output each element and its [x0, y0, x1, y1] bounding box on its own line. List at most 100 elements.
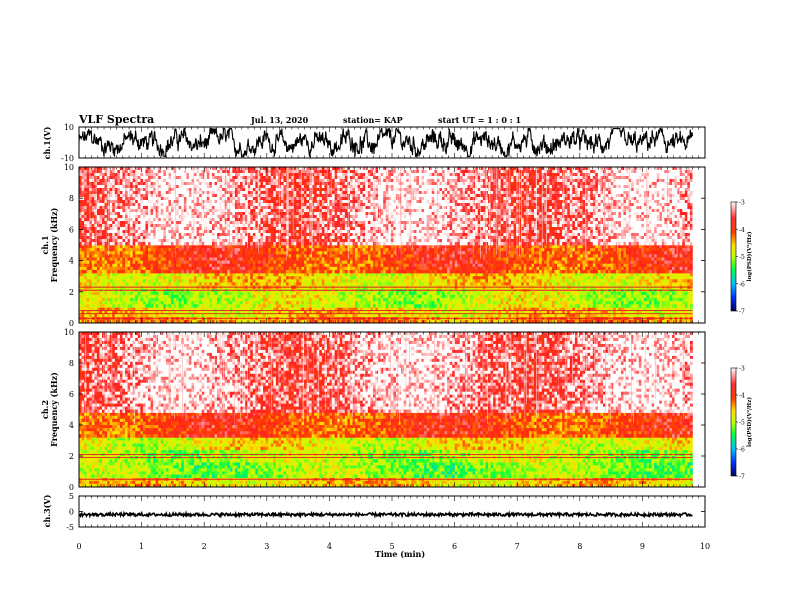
ch1-spectrogram-cell: [491, 254, 494, 257]
ch1-spectrogram-cell: [552, 245, 555, 248]
ch1-spectrogram-cell: [475, 298, 478, 301]
ch1-spectrogram-cell: [401, 295, 404, 298]
ch1-spectrogram-cell: [521, 279, 524, 282]
ch1-spectrogram-cell: [102, 301, 105, 304]
ch1-spectrogram-cell: [117, 245, 120, 248]
ch1-spectrogram-cell: [485, 248, 488, 251]
ch1-spectrogram-cell: [644, 304, 647, 307]
ch1-spectrogram-cell: [554, 314, 557, 317]
ch1-spectrogram-cell: [245, 295, 248, 298]
ch1-spectrogram-cell: [232, 251, 235, 254]
ch1-spectrogram-cell: [363, 298, 366, 301]
ch1-spectrogram-cell: [276, 292, 279, 295]
ch1-spectrogram-cell: [544, 248, 547, 251]
ch1-spectrogram-cell: [176, 301, 179, 304]
ch1-spectrogram-cell: [646, 279, 649, 282]
ch1-spectrogram-cell: [220, 273, 223, 276]
ch1-spectrogram-cell: [181, 276, 184, 279]
ch1-spectrogram-cell: [618, 248, 621, 251]
ch1-spectrogram-cell: [544, 273, 547, 276]
ch1-spectrogram-cell: [521, 254, 524, 257]
ch1-spectrogram-cell: [652, 279, 655, 282]
ch1-spectrogram-cell: [115, 273, 118, 276]
ch1-spectrogram-cell: [248, 273, 251, 276]
ch1-spectrogram-cell: [593, 276, 596, 279]
ch1-spectrogram-cell: [585, 298, 588, 301]
ch1-spectrogram-cell: [110, 301, 113, 304]
ch1-spectrogram-cell: [516, 301, 519, 304]
ch1-spectrogram-cell: [266, 282, 269, 285]
ch1-spectrogram-cell: [429, 282, 432, 285]
ch1-spectrogram-cell: [560, 304, 563, 307]
ch1-spectrogram-cell: [396, 245, 399, 248]
ch1-spectrogram-cell: [337, 273, 340, 276]
ch1-spectrogram-cell: [646, 276, 649, 279]
ch1-spectrogram-cell: [337, 276, 340, 279]
ch1-spectrogram-cell: [84, 314, 87, 317]
ch1-spectrogram-cell: [345, 314, 348, 317]
ch1-spectrogram-cell: [557, 251, 560, 254]
ch1-spectrogram-cell: [97, 248, 100, 251]
ch1-spectrogram-cell: [115, 298, 118, 301]
ch1-spectrogram-cell: [276, 273, 279, 276]
ch1-spectrogram-cell: [503, 251, 506, 254]
ch1-spectrogram-cell: [324, 282, 327, 285]
ch1-spectrogram-cell: [552, 273, 555, 276]
ch1-spectrogram-cell: [396, 251, 399, 254]
ch1-spectrogram-cell: [560, 276, 563, 279]
ch1-spectrogram-cell: [434, 298, 437, 301]
ch1-spectrogram-cell: [399, 298, 402, 301]
ch1-spectrogram-cell: [381, 292, 384, 295]
ch1-spectrogram-cell: [606, 276, 609, 279]
ch1-spectrogram-cell: [580, 295, 583, 298]
ch1-spectrogram-cell: [511, 245, 514, 248]
ch1-spectrogram-cell: [480, 282, 483, 285]
ch1-spectrogram-cell: [227, 251, 230, 254]
ch1-spectrogram-cell: [365, 292, 368, 295]
ch1-spectrogram-cell: [271, 298, 274, 301]
ch1-spectrogram-cell: [138, 301, 141, 304]
ch1-spectrogram-cell: [235, 304, 238, 307]
ch1-spectrogram-cell: [572, 245, 575, 248]
ch1-spectrogram-cell: [570, 276, 573, 279]
ch1-spectrogram-cell: [598, 292, 601, 295]
ch1-spectrogram-cell: [636, 282, 639, 285]
ch1-spectrogram-cell: [296, 245, 299, 248]
ch1-spectrogram-cell: [125, 276, 128, 279]
ch1-spectrogram-cell: [143, 245, 146, 248]
ch1-spectrogram-cell: [460, 254, 463, 257]
ch1-spectrogram-cell: [289, 251, 292, 254]
ch1-spectrogram-cell: [468, 295, 471, 298]
ch1-spectrogram-cell: [112, 301, 115, 304]
ch1-spectrogram-cell: [631, 279, 634, 282]
ch1-spectrogram-cell: [406, 282, 409, 285]
ch1-spectrogram-cell: [439, 304, 442, 307]
ch1-spectrogram-cell: [391, 273, 394, 276]
ch1-spectrogram-cell: [97, 292, 100, 295]
ch1-spectrogram-cell: [595, 245, 598, 248]
ch1-spectrogram-cell: [657, 304, 660, 307]
ch1-spectrogram-cell: [396, 254, 399, 257]
ch1-spectrogram-cell: [312, 314, 315, 317]
ch1-spectrogram-cell: [577, 245, 580, 248]
ch1-spectrogram-cell: [199, 279, 202, 282]
ch1-spectrogram-cell: [176, 245, 179, 248]
ch1-spectrogram-cell: [115, 254, 118, 257]
ch1-spectrogram-cell: [682, 279, 685, 282]
ch1-spectrogram-cell: [112, 279, 115, 282]
ch1-spectrogram-cell: [99, 273, 102, 276]
ch1-spectrogram-cell: [220, 314, 223, 317]
ch1-spectrogram-cell: [281, 276, 284, 279]
ch1-spectrogram-cell: [585, 295, 588, 298]
ch1-spectrogram-cell: [496, 273, 499, 276]
ch1-spectrogram-cell: [304, 254, 307, 257]
ch1-spectrogram-cell: [289, 254, 292, 257]
ch1-spectrogram-cell: [332, 298, 335, 301]
station-label: station= KAP: [343, 115, 403, 125]
ch1-spectrogram-cell: [475, 304, 478, 307]
ch1-spectrogram-cell: [404, 279, 407, 282]
ch1-spectrogram-cell: [84, 248, 87, 251]
ch1-spectrogram-cell: [365, 298, 368, 301]
ch1-spectrogram-cell: [641, 273, 644, 276]
ch1-spectrogram-cell: [524, 304, 527, 307]
